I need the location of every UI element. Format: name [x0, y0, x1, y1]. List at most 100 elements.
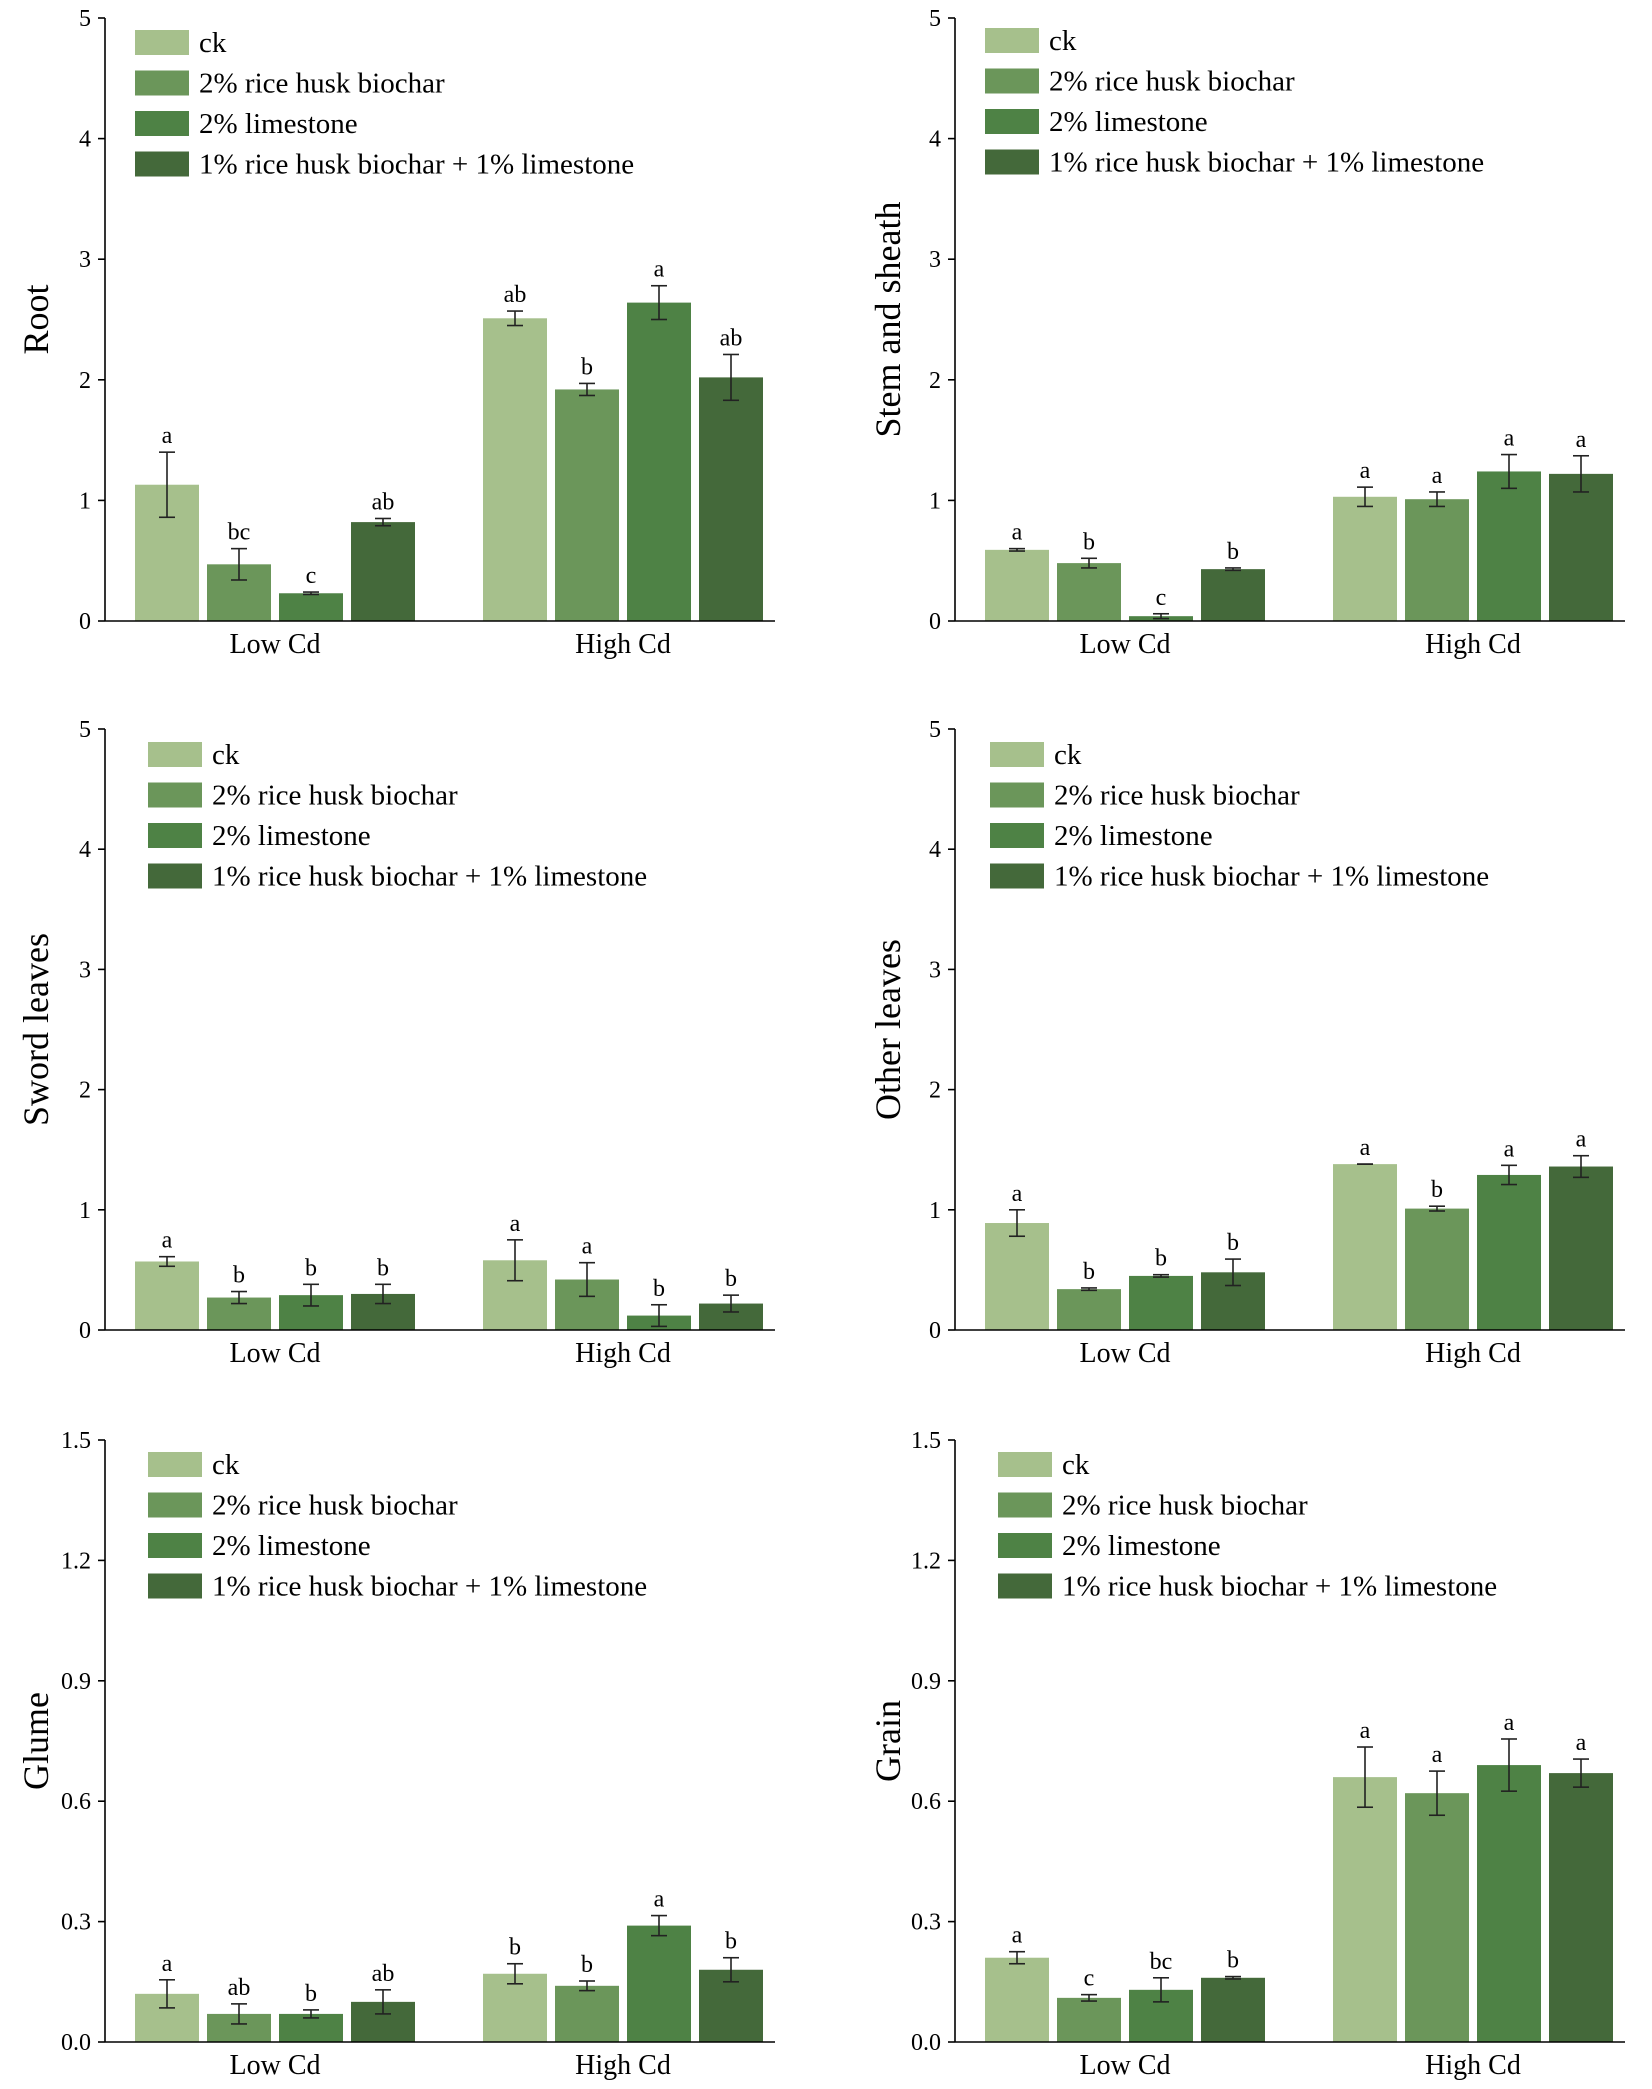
legend-label: 2% limestone: [199, 108, 358, 140]
significance-label: b: [581, 354, 593, 380]
bar: [1549, 1166, 1613, 1330]
bar: [627, 302, 691, 621]
y-tick-label: 0: [929, 1318, 941, 1344]
y-tick-label: 5: [929, 717, 941, 743]
legend-swatch: [990, 742, 1044, 767]
legend-swatch: [148, 863, 202, 889]
bar: [1057, 1997, 1121, 2042]
significance-label: a: [1576, 427, 1587, 453]
legend-swatch: [985, 149, 1039, 175]
y-axis-title: Glume: [16, 1692, 56, 1790]
legend-swatch: [985, 68, 1039, 94]
legend-swatch: [148, 1452, 202, 1477]
significance-label: a: [1360, 458, 1371, 484]
significance-label: b: [1431, 1177, 1443, 1203]
significance-label: a: [1576, 1730, 1587, 1756]
bar: [1477, 1765, 1541, 2042]
chart-panel-sword-leaves: a a b a b b b b 0 1 2 3 4 5 Low Cd High Cd Sword leaves c…: [16, 717, 775, 1369]
legend-label: 1% rice husk biochar + 1% limestone: [1054, 861, 1489, 893]
y-tick-label: 5: [79, 6, 91, 32]
significance-label: b: [1227, 1230, 1239, 1256]
bar: [699, 377, 763, 621]
significance-label: b: [581, 1952, 593, 1978]
y-tick-label: 0: [79, 609, 91, 635]
chart-panel-stem-and-sheath: a a b a c a b a 0 1 2 3 4 5 Low Cd High Cd Stem and shea…: [868, 6, 1625, 660]
x-category-label: High Cd: [1425, 1338, 1521, 1369]
y-tick-label: 0: [929, 609, 941, 635]
legend-swatch: [998, 1573, 1052, 1599]
legend-label: 2% rice husk biochar: [199, 68, 445, 100]
significance-label: a: [654, 1887, 665, 1913]
significance-label: b: [1083, 529, 1095, 555]
legend-label: 1% rice husk biochar + 1% limestone: [1049, 147, 1484, 179]
significance-label: bc: [1150, 1949, 1173, 1975]
bar: [351, 522, 415, 621]
bar: [483, 318, 547, 621]
y-axis-title: Stem and sheath: [868, 202, 908, 438]
legend-swatch: [135, 70, 189, 96]
legend-label: 2% rice husk biochar: [212, 1490, 458, 1522]
legend-label: 2% limestone: [212, 1530, 371, 1562]
y-tick-label: 1.2: [61, 1548, 91, 1574]
legend-label: ck: [1062, 1449, 1090, 1481]
significance-label: ab: [372, 1961, 395, 1987]
legend-swatch: [148, 1492, 202, 1518]
significance-label: b: [509, 1935, 521, 1961]
legend-label: 1% rice husk biochar + 1% limestone: [212, 1571, 647, 1603]
legend-label: ck: [1049, 25, 1077, 57]
y-tick-label: 1: [929, 1198, 941, 1224]
y-tick-label: 5: [929, 6, 941, 32]
y-tick-label: 3: [79, 247, 91, 273]
significance-label: a: [1012, 1923, 1023, 1949]
significance-label: b: [1083, 1259, 1095, 1285]
significance-label: b: [725, 1266, 737, 1292]
legend: ck 2% rice husk biochar 2% limestone 1% ric…: [148, 1449, 647, 1603]
y-axis-title: Grain: [868, 1700, 908, 1782]
significance-label: a: [510, 1211, 521, 1237]
y-tick-label: 1.2: [911, 1548, 941, 1574]
legend-swatch: [135, 151, 189, 177]
chart-panel-other-leaves: a a b b b a b a 0 1 2 3 4 5 Low Cd High Cd Other leaves c…: [868, 717, 1625, 1369]
legend-swatch: [148, 742, 202, 767]
significance-label: a: [1576, 1127, 1587, 1153]
x-category-label: Low Cd: [230, 629, 321, 660]
significance-label: a: [162, 1951, 173, 1977]
legend-label: 1% rice husk biochar + 1% limestone: [212, 861, 647, 893]
significance-label: a: [1432, 1742, 1443, 1768]
y-tick-label: 5: [79, 717, 91, 743]
significance-label: ab: [720, 325, 743, 351]
y-axis-title: Other leaves: [868, 939, 908, 1120]
significance-label: a: [1504, 1136, 1515, 1162]
bar: [1405, 1793, 1469, 2042]
y-tick-label: 3: [79, 957, 91, 983]
significance-label: a: [1360, 1718, 1371, 1744]
significance-label: b: [1155, 1246, 1167, 1272]
legend: ck 2% rice husk biochar 2% limestone 1% ric…: [998, 1449, 1497, 1603]
legend: ck 2% rice husk biochar 2% limestone 1% ric…: [135, 27, 634, 181]
bar: [555, 1985, 619, 2042]
y-tick-label: 0.0: [61, 2030, 91, 2056]
bar: [483, 1973, 547, 2042]
significance-label: a: [162, 1228, 173, 1254]
bar: [1129, 1275, 1193, 1330]
legend-swatch: [135, 111, 189, 136]
significance-label: a: [1012, 520, 1023, 546]
bar: [985, 1223, 1049, 1330]
significance-label: b: [305, 1981, 317, 2007]
y-tick-label: 0.3: [911, 1910, 941, 1936]
x-category-label: High Cd: [1425, 629, 1521, 660]
y-tick-label: 3: [929, 957, 941, 983]
x-category-label: High Cd: [575, 1338, 671, 1369]
bar: [1201, 1977, 1265, 2042]
legend-swatch: [998, 1533, 1052, 1558]
legend: ck 2% rice husk biochar 2% limestone 1% ric…: [985, 25, 1484, 179]
bar: [555, 389, 619, 621]
significance-label: a: [1504, 426, 1515, 452]
legend-swatch: [990, 823, 1044, 848]
x-category-label: Low Cd: [1080, 629, 1171, 660]
legend-label: ck: [212, 739, 240, 771]
y-tick-label: 1: [79, 1198, 91, 1224]
significance-label: b: [1227, 539, 1239, 565]
significance-label: c: [1156, 585, 1167, 611]
